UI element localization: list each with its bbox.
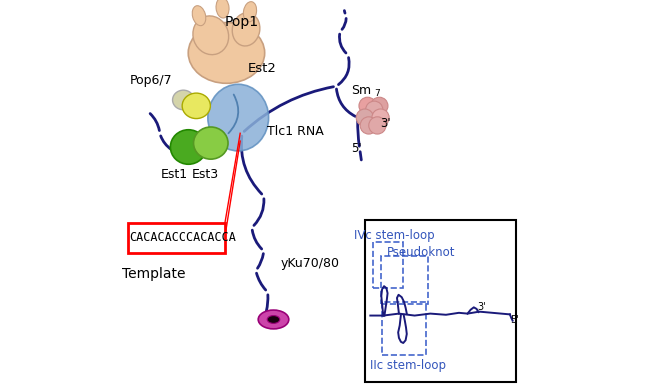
Text: 5': 5' bbox=[351, 142, 361, 156]
Circle shape bbox=[369, 117, 386, 134]
Text: Est3: Est3 bbox=[192, 168, 219, 181]
Ellipse shape bbox=[193, 16, 229, 54]
Text: 5': 5' bbox=[510, 315, 519, 325]
Ellipse shape bbox=[173, 90, 194, 110]
Circle shape bbox=[372, 109, 389, 126]
Text: yKu70/80: yKu70/80 bbox=[281, 257, 339, 270]
Bar bbox=[365, 220, 516, 382]
Text: Sm: Sm bbox=[351, 84, 371, 98]
Circle shape bbox=[356, 109, 373, 126]
Text: Pop1: Pop1 bbox=[225, 15, 259, 29]
Ellipse shape bbox=[232, 13, 260, 46]
Ellipse shape bbox=[258, 310, 289, 329]
Text: 7: 7 bbox=[375, 89, 381, 98]
Ellipse shape bbox=[243, 2, 257, 22]
Text: Pop6/7: Pop6/7 bbox=[130, 74, 172, 87]
Text: Template: Template bbox=[122, 267, 186, 281]
Ellipse shape bbox=[208, 84, 268, 151]
Text: Pseudoknot: Pseudoknot bbox=[387, 245, 455, 259]
Text: IVc stem-loop: IVc stem-loop bbox=[353, 229, 434, 242]
Circle shape bbox=[359, 97, 376, 114]
Text: IIc stem-loop: IIc stem-loop bbox=[370, 359, 446, 372]
Ellipse shape bbox=[194, 127, 228, 159]
Text: CACACACCCACACCA: CACACACCCACACCA bbox=[130, 231, 237, 245]
Circle shape bbox=[360, 117, 377, 134]
Text: 3': 3' bbox=[478, 302, 486, 312]
Ellipse shape bbox=[182, 93, 210, 119]
Circle shape bbox=[371, 97, 388, 114]
Ellipse shape bbox=[188, 23, 264, 83]
Text: Est1: Est1 bbox=[161, 168, 188, 181]
Circle shape bbox=[366, 101, 383, 118]
Ellipse shape bbox=[170, 130, 206, 164]
FancyBboxPatch shape bbox=[128, 223, 224, 253]
Text: Est2: Est2 bbox=[247, 62, 276, 75]
Ellipse shape bbox=[192, 6, 206, 25]
Text: 3': 3' bbox=[380, 117, 391, 130]
Text: Tlc1 RNA: Tlc1 RNA bbox=[268, 125, 324, 138]
Ellipse shape bbox=[216, 0, 229, 18]
Ellipse shape bbox=[267, 316, 280, 323]
